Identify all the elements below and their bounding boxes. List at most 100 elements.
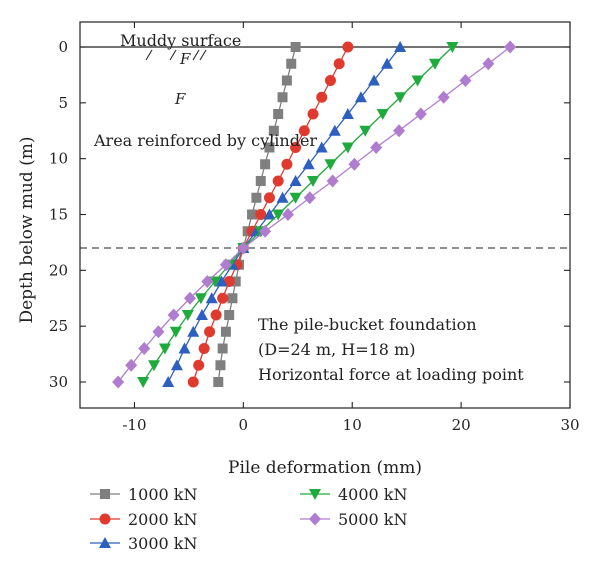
data-point [158, 343, 171, 355]
data-point [263, 208, 276, 220]
data-point [315, 141, 328, 153]
data-point [459, 74, 472, 87]
data-point [220, 326, 231, 337]
annotation-reinforced-area: Area reinforced by cylinder [93, 131, 317, 150]
data-point [307, 108, 319, 120]
data-point [277, 92, 288, 103]
annotation-force-symbol: F [179, 50, 191, 68]
data-point [281, 75, 292, 86]
data-point [169, 326, 182, 338]
data-point [215, 360, 226, 371]
data-point [393, 124, 406, 138]
data-point [326, 174, 339, 188]
data-point [289, 192, 302, 204]
data-point [263, 192, 275, 204]
data-point [272, 209, 285, 221]
data-point [167, 308, 180, 322]
data-point [217, 292, 229, 304]
data-point [394, 41, 407, 52]
data-point [342, 41, 354, 53]
data-point [359, 125, 372, 137]
soil-hatch [192, 49, 200, 61]
data-point [219, 258, 232, 272]
data-point [348, 157, 361, 171]
y-tick-label: 10 [49, 150, 68, 168]
legend: 1000 kN 2000 kN 3000 kN 4000 kN 5000 kN [90, 485, 408, 553]
annotation-muddy-surface: Muddy surface [120, 31, 241, 50]
data-point [307, 176, 320, 187]
data-point [324, 75, 336, 86]
data-point [230, 276, 241, 287]
data-point [195, 309, 208, 320]
data-point [437, 90, 450, 104]
data-point [194, 293, 207, 305]
data-point [193, 359, 205, 371]
data-point [333, 58, 345, 70]
data-point [224, 310, 235, 320]
data-point [237, 241, 250, 255]
data-point [394, 92, 407, 104]
data-point [217, 343, 228, 354]
data-point [298, 125, 310, 137]
legend-marker [309, 512, 321, 526]
annotation-foundation-line3: Horizontal force at loading point [258, 365, 524, 384]
data-point [316, 91, 328, 103]
y-tick-label: 30 [49, 373, 68, 391]
data-point [272, 175, 284, 187]
data-point [162, 376, 175, 387]
data-point [414, 107, 427, 121]
data-point [276, 191, 289, 203]
soil-hatch [169, 49, 177, 61]
legend-marker [99, 537, 111, 548]
data-point [264, 142, 275, 153]
data-point [255, 209, 267, 220]
data-point [204, 326, 216, 338]
x-tick-label: 20 [452, 416, 471, 434]
legend-label: 2000 kN [128, 510, 198, 529]
data-point [504, 40, 517, 54]
data-point [286, 58, 297, 69]
data-point [148, 360, 161, 372]
data-point [328, 124, 341, 136]
legend-marker [100, 489, 110, 499]
legend-label: 1000 kN [128, 485, 198, 504]
data-point [152, 325, 165, 339]
data-point [368, 74, 380, 86]
data-point [178, 342, 191, 354]
data-point [215, 275, 228, 287]
legend-label: 4000 kN [338, 485, 408, 504]
data-point [183, 291, 196, 305]
y-tick-label: 0 [58, 38, 68, 56]
data-point [251, 192, 262, 203]
data-point [210, 309, 222, 321]
data-point [259, 224, 272, 238]
data-point [170, 359, 183, 371]
data-point [341, 142, 354, 154]
data-point [302, 158, 315, 170]
data-point [281, 208, 294, 221]
y-axis-title: Depth below mud (m) [17, 136, 37, 323]
annotation-foundation-line2: (D=24 m, H=18 m) [258, 340, 415, 359]
plot-area: F F -10 0 10 20 30 0 5 10 15 20 25 30 [49, 21, 580, 434]
data-point [290, 142, 302, 153]
data-point [428, 58, 441, 70]
data-point [260, 159, 271, 170]
data-point [187, 325, 200, 337]
legend-label: 3000 kN [128, 534, 198, 553]
y-tick-label: 25 [49, 317, 68, 335]
data-point [381, 57, 394, 69]
x-axis-title: Pile deformation (mm) [228, 458, 422, 478]
data-point [303, 191, 316, 205]
data-point [187, 376, 199, 388]
x-tick-label: 30 [560, 416, 579, 434]
data-point [354, 91, 367, 103]
data-point [289, 175, 302, 186]
x-tick-label: -10 [122, 416, 146, 434]
data-point [137, 377, 150, 388]
annotation-force-symbol: F [174, 90, 186, 108]
data-point [255, 176, 266, 186]
legend-label: 5000 kN [338, 510, 408, 529]
data-point [290, 42, 301, 52]
data-point [376, 109, 389, 120]
